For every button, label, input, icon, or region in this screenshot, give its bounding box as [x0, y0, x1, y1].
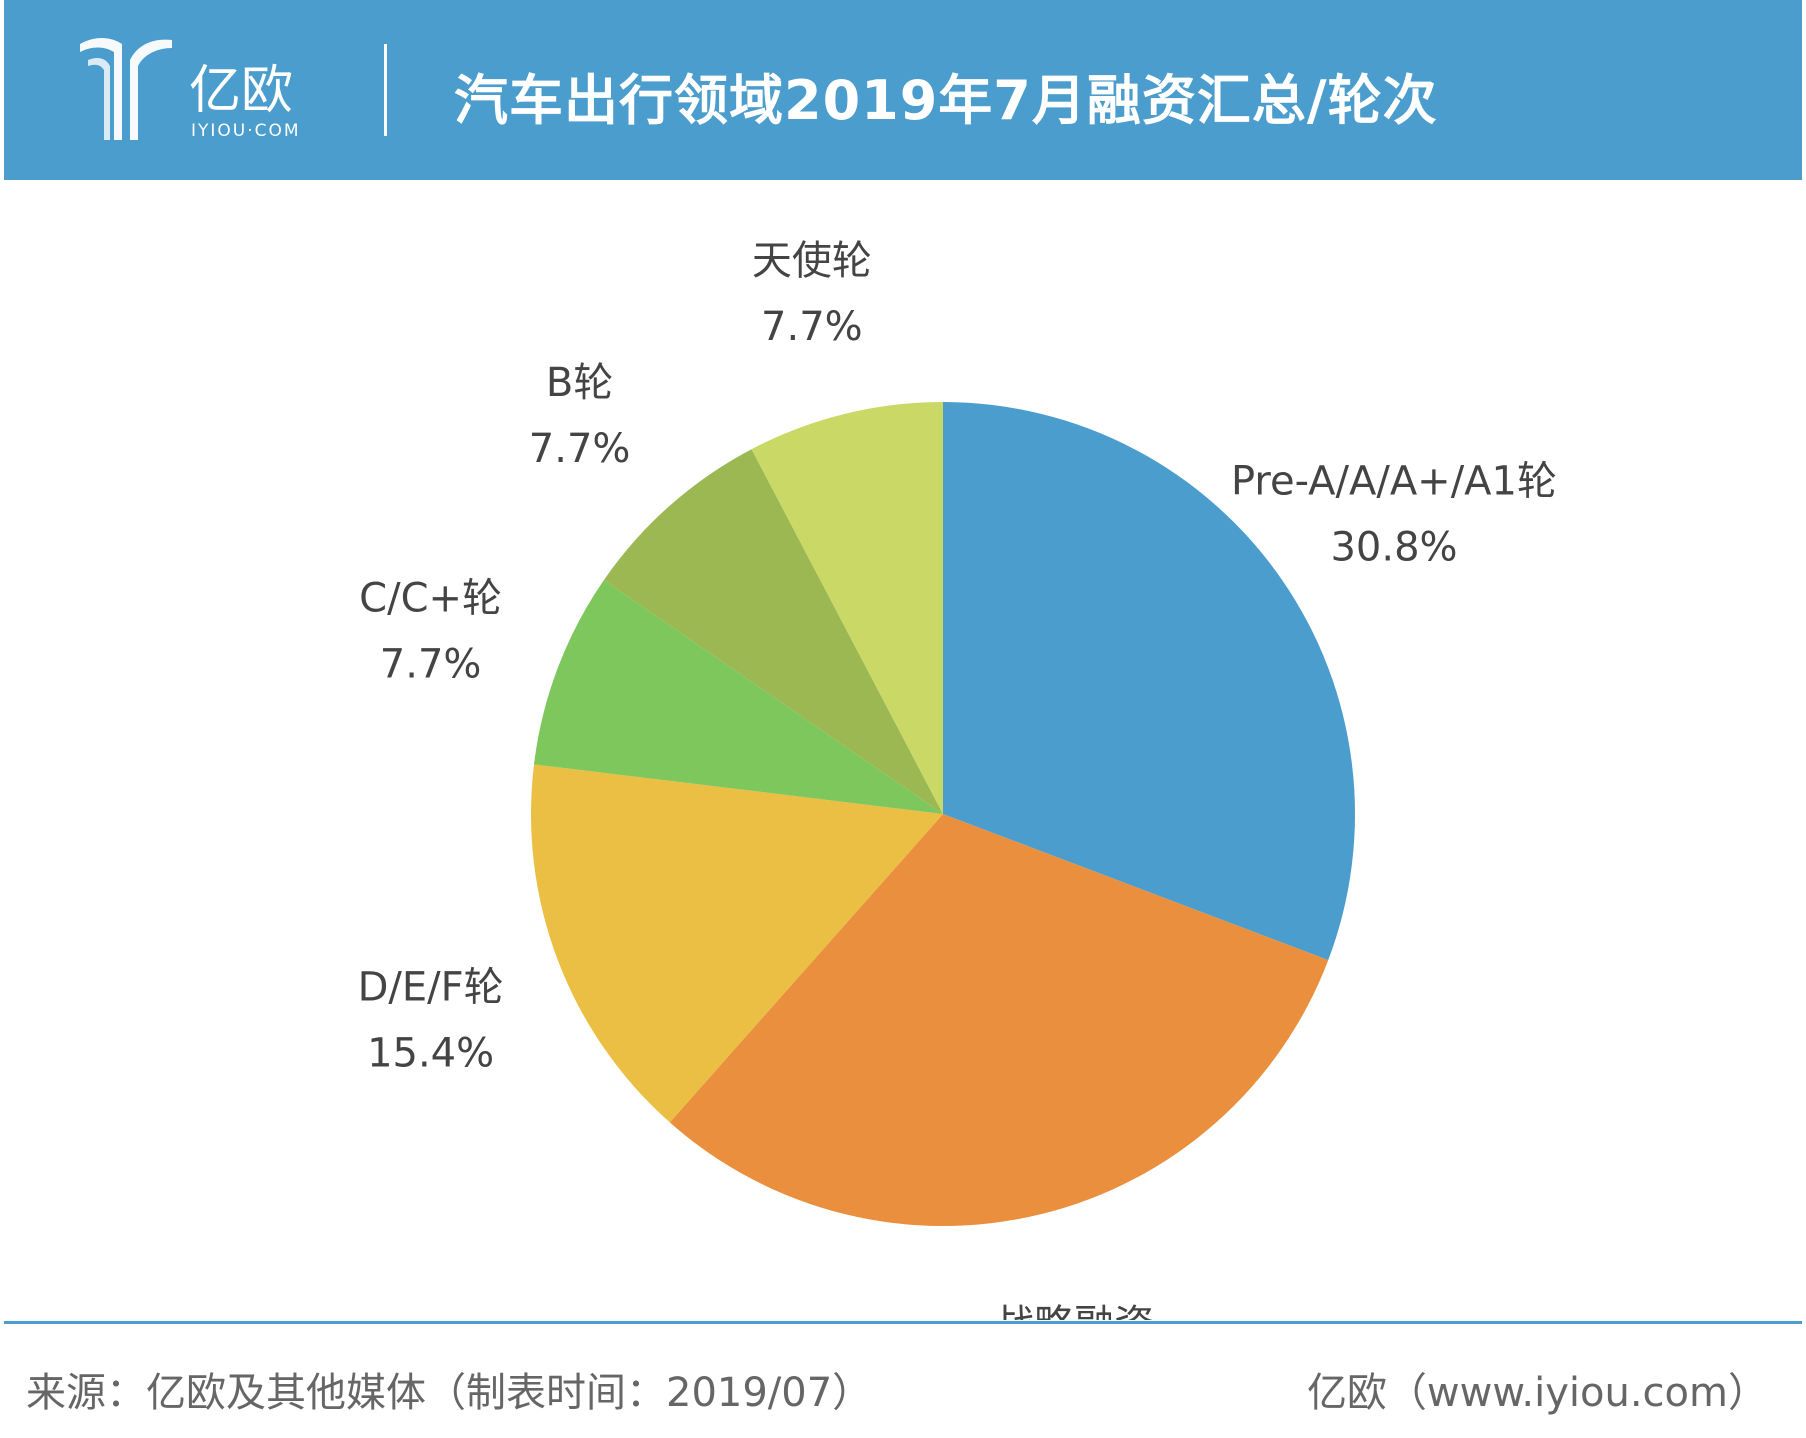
source-note: 来源：亿欧及其他媒体（制表时间：2019/07）: [26, 1370, 873, 1416]
pie-slices: [531, 402, 1356, 1226]
pie-labels: Pre-A/A/A+/A1轮30.8%战略融资30.8%D/E/F轮15.4%C…: [358, 238, 1557, 1320]
pie-slice-3: [531, 764, 943, 1123]
header-divider: [384, 44, 387, 136]
slice-label-percent: 30.8%: [1330, 525, 1457, 571]
pie-slice-1: [943, 402, 1356, 961]
slice-label-name: 战略融资: [994, 1302, 1154, 1320]
iyiou-logo-icon: 亿欧 IYIOU·COM: [80, 38, 301, 141]
logo-text: 亿欧: [189, 61, 293, 121]
footer-divider: [4, 1321, 1802, 1324]
pie-chart: Pre-A/A/A+/A1轮30.8%战略融资30.8%D/E/F轮15.4%C…: [358, 238, 1557, 1320]
slice-label-percent: 7.7%: [529, 426, 631, 472]
pie-slice-4: [534, 579, 943, 814]
slice-label-name: D/E/F轮: [358, 964, 504, 1010]
slice-label-percent: 7.7%: [761, 304, 863, 350]
slice-label-name: B轮: [546, 360, 613, 406]
pie-slice-5: [603, 449, 943, 814]
site-credit: 亿欧（www.iyiou.com）: [1306, 1370, 1768, 1416]
page-title: 汽车出行领域2019年7月融资汇总/轮次: [454, 69, 1438, 132]
logo-subtext: IYIOU·COM: [191, 121, 301, 141]
pie-slice-2: [669, 814, 1329, 1226]
slice-label-percent: 15.4%: [367, 1030, 494, 1076]
pie-slice-6: [751, 402, 943, 814]
slice-label-name: 天使轮: [752, 238, 872, 284]
header-banner: 亿欧 IYIOU·COM 汽车出行领域2019年7月融资汇总/轮次: [4, 0, 1802, 180]
slice-label-percent: 7.7%: [380, 642, 482, 688]
slice-label-name: C/C+轮: [359, 576, 502, 622]
slice-label-name: Pre-A/A/A+/A1轮: [1231, 459, 1557, 505]
